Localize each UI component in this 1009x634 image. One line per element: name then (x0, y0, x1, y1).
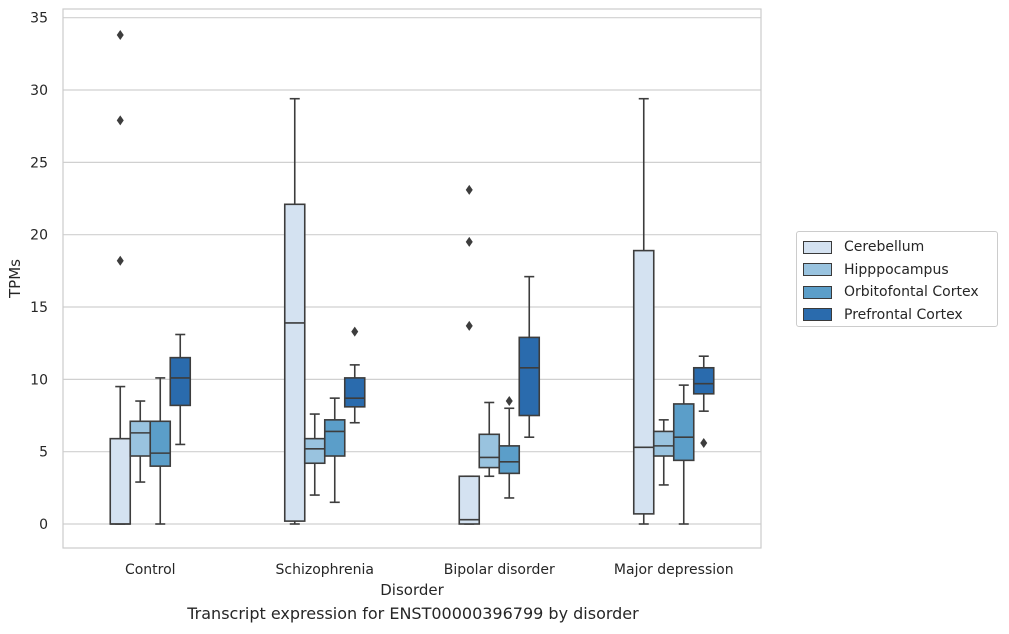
y-tick-label: 15 (30, 300, 48, 316)
box-iqr (109, 437, 132, 525)
box-iqr (458, 475, 481, 525)
legend-item: Prefrontal Cortex (803, 304, 997, 327)
legend-swatch (803, 263, 832, 277)
outlier-point (465, 184, 473, 195)
outlier-point (116, 255, 124, 266)
box-hipppocampus (129, 400, 152, 483)
box-iqr (672, 403, 695, 462)
box-orbitofontal-cortex (323, 397, 346, 504)
y-tick-label: 5 (39, 445, 48, 461)
legend-item: Orbitofontal Cortex (803, 281, 997, 304)
box-iqr (478, 433, 501, 469)
legend-item: Hipppocampus (803, 259, 997, 282)
box-prefrontal-cortex (343, 326, 366, 424)
legend-label: Hipppocampus (844, 261, 949, 278)
legend-swatch (803, 308, 832, 322)
box-cerebellum (283, 97, 306, 525)
outlier-point (116, 115, 124, 126)
box-prefrontal-cortex (692, 355, 715, 448)
box-iqr (692, 366, 715, 395)
box-cerebellum (109, 30, 132, 525)
box-hipppocampus (303, 413, 326, 496)
outlier-point (700, 437, 708, 448)
x-tick-label: Schizophrenia (276, 562, 374, 578)
y-tick-label: 0 (39, 517, 48, 533)
box-orbitofontal-cortex (149, 377, 172, 525)
plot-boxes (109, 30, 715, 525)
outlier-point (505, 396, 513, 407)
box-iqr (652, 430, 675, 457)
y-tick-label: 10 (30, 372, 48, 388)
y-axis-label: TPMs (6, 259, 24, 299)
box-orbitofontal-cortex (498, 396, 521, 499)
outlier-point (116, 30, 124, 41)
y-tick-label: 25 (30, 155, 48, 171)
box-hipppocampus (478, 401, 501, 478)
legend-swatch (803, 285, 832, 299)
x-tick-labels: Control Schizophrenia Bipolar disorder Majo… (125, 562, 734, 578)
outlier-point (351, 326, 359, 337)
y-tick-label: 35 (30, 11, 48, 27)
box-iqr (283, 203, 306, 522)
legend: Cerebellum Hipppocampus Orbitofontal Corte… (796, 231, 998, 327)
box-prefrontal-cortex (169, 333, 192, 446)
box-cerebellum (458, 184, 481, 525)
legend-swatch (803, 240, 832, 254)
box-iqr (518, 336, 541, 417)
box-iqr (303, 437, 326, 465)
box-iqr (323, 419, 346, 457)
legend-label: Cerebellum (844, 239, 925, 256)
legend-label: Orbitofontal Cortex (844, 284, 979, 301)
x-tick-label: Control (125, 562, 176, 578)
x-axis-label: Disorder (380, 581, 444, 599)
x-tick-label: Bipolar disorder (444, 562, 555, 578)
y-tick-label: 20 (30, 228, 48, 244)
chart-caption: Transcript expression for ENST0000039679… (187, 604, 639, 623)
box-iqr (632, 249, 655, 515)
box-iqr (498, 445, 521, 475)
legend-item: Cerebellum (803, 236, 997, 259)
y-tick-labels: 0 5 10 15 20 25 30 35 (30, 11, 48, 533)
outlier-point (465, 236, 473, 247)
box-orbitofontal-cortex (672, 384, 695, 525)
y-tick-label: 30 (30, 83, 48, 99)
box-iqr (149, 420, 172, 467)
plot-frame (62, 8, 762, 549)
outlier-point (465, 320, 473, 331)
box-cerebellum (632, 97, 655, 525)
box-hipppocampus (652, 419, 675, 486)
x-tick-label: Major depression (614, 562, 734, 578)
box-iqr (129, 420, 152, 457)
box-prefrontal-cortex (518, 275, 541, 439)
legend-label: Prefrontal Cortex (844, 306, 963, 323)
box-iqr (343, 377, 366, 408)
box-iqr (169, 356, 192, 407)
